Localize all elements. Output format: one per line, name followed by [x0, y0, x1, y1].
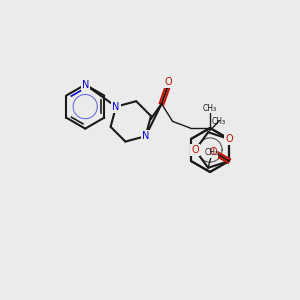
Text: N: N [112, 102, 120, 112]
Text: N: N [142, 131, 149, 141]
Text: CH₃: CH₃ [205, 148, 219, 158]
Text: O: O [225, 134, 233, 144]
Text: O: O [209, 147, 217, 157]
Text: CH₃: CH₃ [203, 104, 217, 113]
Text: N: N [82, 80, 89, 90]
Text: CH₃: CH₃ [212, 117, 226, 126]
Text: O: O [191, 145, 199, 155]
Text: O: O [164, 77, 172, 87]
